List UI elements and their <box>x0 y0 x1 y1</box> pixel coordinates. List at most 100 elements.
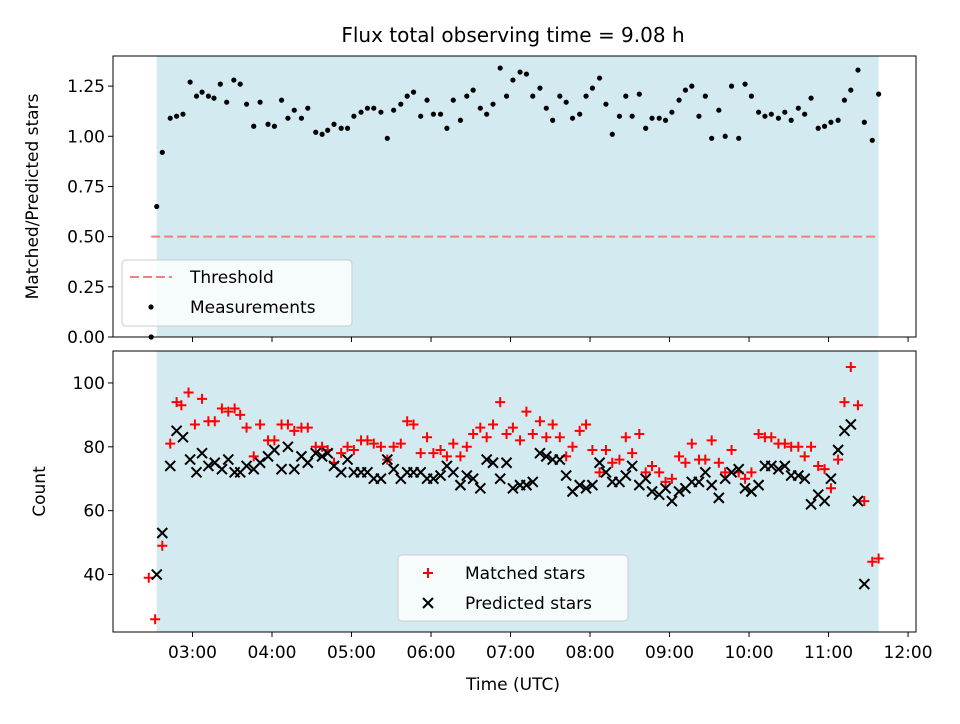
data-point <box>793 441 804 452</box>
data-point <box>362 435 373 446</box>
data-point <box>430 111 437 117</box>
x-tick-label: 03:00 <box>168 643 217 663</box>
data-point <box>828 119 834 125</box>
data-point <box>501 429 512 440</box>
data-point <box>583 93 589 99</box>
data-point <box>802 111 808 117</box>
data-point <box>461 441 472 452</box>
data-point <box>646 485 658 498</box>
legend-box <box>121 259 353 327</box>
data-point <box>818 495 831 507</box>
x-tick-label: 10:00 <box>725 643 774 663</box>
data-point <box>808 95 814 101</box>
data-point <box>167 115 173 121</box>
data-point <box>659 482 672 495</box>
data-point <box>477 105 483 111</box>
legend-predicted-swatch <box>422 597 434 609</box>
data-point <box>799 451 810 462</box>
data-point <box>189 419 200 430</box>
data-point <box>722 133 728 139</box>
data-point <box>779 438 790 449</box>
data-point <box>441 451 452 462</box>
data-point <box>216 403 227 414</box>
data-point <box>402 416 413 427</box>
data-point <box>620 432 631 443</box>
data-point <box>335 466 347 479</box>
data-point <box>686 438 697 449</box>
data-point <box>497 65 503 71</box>
y-tick-label: 1.00 <box>67 127 105 147</box>
data-point <box>716 107 722 113</box>
data-point <box>841 97 848 103</box>
data-point <box>176 400 187 411</box>
legend-predicted-label: Predicted stars <box>465 594 592 614</box>
data-point <box>709 135 715 141</box>
data-point <box>540 450 553 463</box>
data-point <box>302 422 313 433</box>
data-point <box>282 441 294 453</box>
axes-frame <box>112 55 917 338</box>
series-predicted-stars <box>151 418 871 590</box>
data-point <box>626 460 638 472</box>
data-point <box>388 441 399 452</box>
data-point <box>515 435 526 446</box>
data-point <box>557 93 563 99</box>
axes-frame <box>112 350 917 633</box>
data-point <box>344 125 351 131</box>
y-tick-label: 40 <box>83 566 105 586</box>
data-point <box>268 444 281 456</box>
data-point <box>609 131 615 137</box>
data-point <box>725 466 738 479</box>
top-panel: 0.00 0.25 0.50 0.75 1.00 1.25 Matched/Predicte… <box>23 55 917 348</box>
data-point <box>313 129 319 135</box>
data-point <box>587 444 598 455</box>
data-point <box>740 473 751 484</box>
data-point <box>183 387 194 398</box>
data-point <box>541 432 552 443</box>
data-point <box>190 466 203 479</box>
data-point <box>547 419 558 430</box>
data-point <box>845 361 856 372</box>
data-point <box>371 105 377 111</box>
x-tick-label: 04:00 <box>248 643 297 663</box>
data-point <box>867 556 878 567</box>
data-point <box>364 105 371 111</box>
data-point <box>702 93 708 99</box>
legend: Matched stars Predicted stars <box>397 554 629 622</box>
data-point <box>408 419 419 430</box>
data-point <box>319 131 325 137</box>
data-point <box>666 495 678 507</box>
data-point <box>481 432 492 443</box>
data-point <box>833 454 844 465</box>
data-point <box>674 451 685 462</box>
data-point <box>410 89 417 95</box>
data-point <box>574 425 585 436</box>
data-point <box>852 400 863 411</box>
data-point <box>475 422 486 433</box>
data-point <box>720 467 731 478</box>
data-point <box>634 429 645 440</box>
data-point <box>428 448 439 459</box>
data-point <box>457 117 464 123</box>
data-point <box>788 117 794 123</box>
data-point <box>444 125 450 131</box>
bottom-panel: 40 60 80 100 03:00 04:00 05:00 06:00 07:00 08:00 0… <box>30 350 933 663</box>
x-tick-label: 12:00 <box>884 643 933 663</box>
data-point <box>507 482 519 495</box>
data-point <box>873 553 884 564</box>
data-point <box>682 87 689 93</box>
data-point <box>240 460 253 472</box>
data-point <box>762 113 768 119</box>
data-point <box>437 111 444 117</box>
data-point <box>629 113 635 119</box>
x-tick-label: 07:00 <box>486 643 535 663</box>
data-point <box>269 435 280 446</box>
data-point <box>782 109 788 115</box>
data-point <box>705 479 718 491</box>
data-point <box>488 419 499 430</box>
data-point <box>748 93 755 99</box>
data-point <box>254 457 266 469</box>
data-point <box>537 85 543 91</box>
data-point <box>636 91 642 97</box>
data-point <box>869 137 875 143</box>
